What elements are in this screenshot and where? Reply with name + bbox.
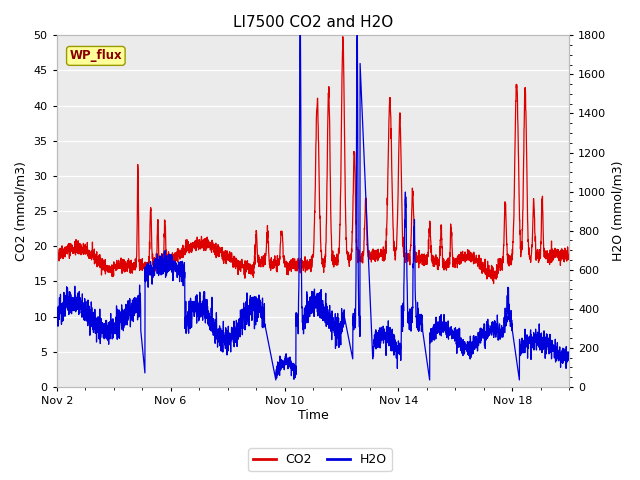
X-axis label: Time: Time [298, 409, 328, 422]
Title: LI7500 CO2 and H2O: LI7500 CO2 and H2O [233, 15, 393, 30]
Y-axis label: H2O (mmol/m3): H2O (mmol/m3) [612, 161, 625, 262]
Y-axis label: CO2 (mmol/m3): CO2 (mmol/m3) [15, 161, 28, 261]
Legend: CO2, H2O: CO2, H2O [248, 448, 392, 471]
Text: WP_flux: WP_flux [70, 49, 122, 62]
